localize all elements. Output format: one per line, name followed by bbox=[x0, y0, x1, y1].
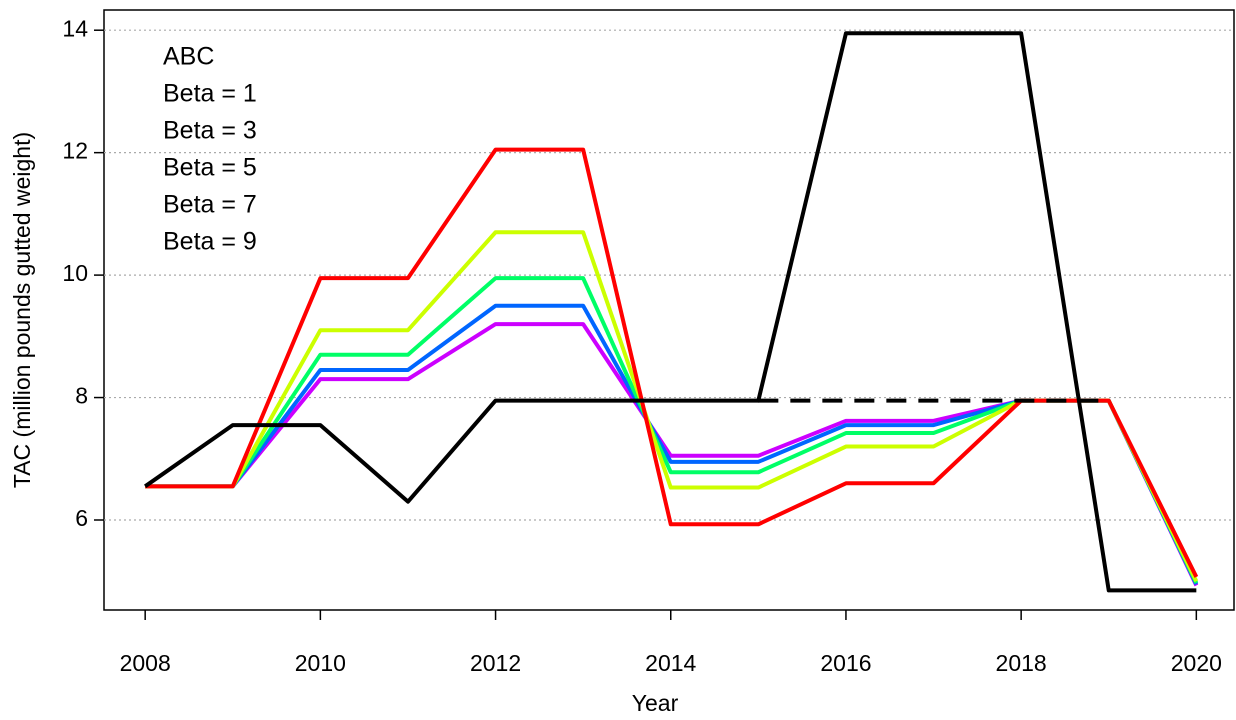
x-tick-label: 2020 bbox=[1171, 650, 1222, 676]
y-tick-label: 6 bbox=[75, 505, 88, 531]
x-tick-label: 2018 bbox=[996, 650, 1047, 676]
x-tick-label: 2014 bbox=[645, 650, 696, 676]
y-tick-label: 10 bbox=[62, 260, 88, 286]
legend-entry: Beta = 3 bbox=[163, 117, 257, 145]
x-tick-label: 2010 bbox=[295, 650, 346, 676]
legend-entry: ABC bbox=[163, 43, 214, 71]
x-tick-label: 2012 bbox=[470, 650, 521, 676]
x-tick-label: 2008 bbox=[120, 650, 171, 676]
y-tick-label: 12 bbox=[62, 138, 88, 164]
x-axis-label: Year bbox=[632, 690, 679, 716]
y-axis-label: TAC (million pounds gutted weight) bbox=[9, 132, 35, 488]
series-line bbox=[145, 303, 1199, 586]
x-tick-label: 2016 bbox=[820, 650, 871, 676]
plot-box bbox=[103, 9, 1235, 611]
legend-entry: Beta = 7 bbox=[163, 191, 257, 219]
y-tick-label: 14 bbox=[62, 15, 88, 41]
series-line bbox=[144, 31, 1197, 593]
legend-entry: Beta = 9 bbox=[163, 228, 257, 256]
series-line bbox=[145, 230, 1199, 583]
y-tick-label: 8 bbox=[75, 383, 88, 409]
legend-entry: Beta = 1 bbox=[163, 80, 257, 108]
legend-entry: Beta = 5 bbox=[163, 154, 257, 182]
